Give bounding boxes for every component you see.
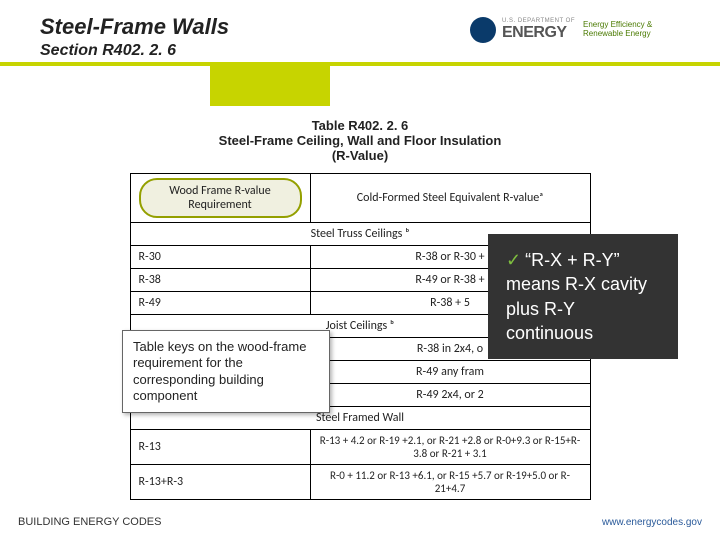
check-icon: ✓ xyxy=(506,250,521,270)
accent-block xyxy=(210,66,330,106)
table-row: R-38 xyxy=(130,269,310,292)
col-header-left: Wood Frame R-value Requirement xyxy=(130,174,310,223)
table-row: R-0 + 11.2 or R-13 +6.1, or R-15 +5.7 or… xyxy=(310,465,590,500)
divider-bar xyxy=(0,62,720,66)
callout-wood-frame: Table keys on the wood-frame requirement… xyxy=(122,330,330,413)
table-row: R-49 any fram xyxy=(310,361,590,384)
callout-rxry: ✓“R-X + R-Y” means R-X cavity plus R-Y c… xyxy=(488,234,678,359)
footer-right: www.energycodes.gov xyxy=(602,517,702,528)
logo-energy: ENERGY xyxy=(502,24,575,42)
table-caption: Table R402. 2. 6 Steel-Frame Ceiling, Wa… xyxy=(0,118,720,163)
table-row: R-49 xyxy=(130,292,310,315)
col-header-right: Cold-Formed Steel Equivalent R-valueᵃ xyxy=(310,174,590,223)
wood-frame-pill: Wood Frame R-value Requirement xyxy=(139,178,302,218)
table-row: R-13+R-3 xyxy=(130,465,310,500)
doe-seal-icon xyxy=(470,17,496,43)
table-row: R-13 xyxy=(130,430,310,465)
doe-logo: U.S. DEPARTMENT OF ENERGY Energy Efficie… xyxy=(470,10,700,50)
table-row: R-49 2x4, or 2 xyxy=(310,384,590,407)
table-row: R-13 + 4.2 or R-19 +2.1, or R-21 +2.8 or… xyxy=(310,430,590,465)
table-row: R-30 xyxy=(130,246,310,269)
footer-left: BUILDING ENERGY CODES xyxy=(18,516,161,528)
logo-tagline: Energy Efficiency &Renewable Energy xyxy=(583,21,652,39)
